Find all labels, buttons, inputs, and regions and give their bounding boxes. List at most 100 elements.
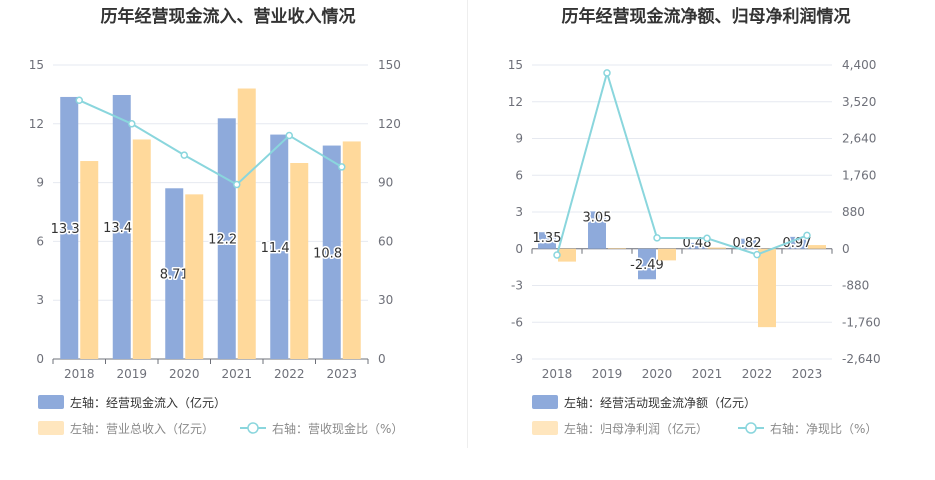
left-axis-tick: 12 [29,117,44,131]
bar-data-label: 8.71 [160,268,189,283]
bar-primary-2021 [217,118,236,359]
x-axis-tick-label: 2022 [742,367,773,381]
legend-swatch-bar-secondary [532,421,558,435]
right-axis-tick: -1,760 [842,315,881,329]
bar-primary-2023 [788,236,806,249]
chart-title: 历年经营现金流净额、归母净利润情况 [562,6,851,27]
chart-title: 历年经营现金流入、营业收入情况 [101,6,356,27]
left-axis-tick: 9 [515,132,523,146]
left-axis-tick: 3 [515,205,523,219]
right-axis-tick: 90 [378,176,393,190]
left-axis-tick: 0 [36,352,44,366]
bar-data-label: 0.97 [783,236,812,251]
bar-primary-2019 [112,94,131,359]
x-axis-tick-label: 2019 [592,367,623,381]
right-axis-tick: 0 [842,242,850,256]
right-axis-tick: 60 [378,234,393,248]
legend-swatch-bar-primary [38,395,64,409]
ratio-point-2022 [753,250,761,259]
right-axis-tick: 2,640 [842,132,876,146]
ratio-line [556,69,808,256]
bar-primary-2020 [165,188,184,359]
bar-secondary-2021 [708,247,726,249]
bar-primary-2022 [270,134,289,359]
bar-data-label: 10.89 [313,246,350,261]
bar-secondary-2020 [185,194,204,359]
left-axis-tick: 6 [36,234,44,248]
left-axis-tick: 15 [508,58,523,72]
legend-label-line: 右轴：营收现金比（%） [272,421,403,436]
ratio-point-2020 [180,151,188,159]
bar-secondary-2018 [558,248,576,262]
ratio-point-2021 [703,234,711,243]
bar-secondary-2023 [808,245,826,249]
legend-label-secondary: 左轴：营业总收入（亿元） [70,421,214,436]
bar-data-label: 3.05 [583,210,612,225]
ratio-point-2018 [75,96,83,105]
ratio-point-2021 [233,180,241,189]
right-axis-tick: 4,400 [842,58,876,72]
bar-data-label: 13.37 [51,222,88,237]
x-axis-tick-label: 2018 [542,367,573,381]
bar-data-label: 1.35 [533,231,562,246]
left-axis-tick: 12 [508,95,523,109]
right-axis-tick: 0 [378,352,386,366]
bar-primary-2018 [60,96,79,359]
left-axis-tick: -9 [511,352,523,366]
bar-secondary-2018 [80,161,99,359]
ratio-point-2018 [553,251,561,259]
ratio-point-2023 [338,163,346,171]
right-axis-tick: 150 [378,58,401,72]
legend: 左轴：经营现金流入（亿元） 左轴：营业总收入（亿元） 右轴：营收现金比（%） [38,395,403,436]
bar-secondary-2022 [758,248,776,328]
right-axis-tick: 3,520 [842,95,876,109]
legend-label-secondary: 左轴：归母净利润（亿元） [564,421,708,436]
ratio-point-2020 [653,234,661,242]
right-axis-tick: 120 [378,117,401,131]
bar-secondary-2019 [608,248,626,249]
ratio-point-2019 [128,120,136,128]
x-axis-tick-label: 2023 [792,367,823,381]
left-axis-tick: 15 [29,58,44,72]
right-axis-tick: 30 [378,293,393,307]
ratio-point-2023 [803,231,811,240]
x-axis-tick-label: 2021 [692,367,723,381]
legend-swatch-bar-primary [532,395,558,409]
bar-primary-2019 [588,211,606,249]
x-axis-tick-label: 2020 [169,367,200,381]
legend-swatch-line-marker [745,422,757,434]
chart-1: 历年经营现金流入、营业收入情况 0 0 3 30 6 60 9 90 12 120 15 150 2018… [29,6,404,436]
x-axis-tick-label: 2021 [221,367,252,381]
bar-data-label: 11.45 [261,241,298,256]
bar-primary-2023 [322,145,341,359]
left-axis-tick: -3 [511,279,523,293]
bar-secondary-2020 [658,248,676,261]
x-axis-tick-label: 2023 [326,367,357,381]
right-axis-tick: -880 [842,279,869,293]
bar-secondary-2022 [290,163,309,359]
legend-label-primary: 左轴：经营现金流入（亿元） [70,395,226,410]
ratio-line [78,99,343,186]
left-axis-tick: 6 [515,168,523,182]
ratio-point-2022 [285,131,293,140]
left-axis-tick: -6 [511,315,523,329]
chart-2: 历年经营现金流净额、归母净利润情况 -9 -2,640 -6 -1,760 -3 -880 0… [508,6,881,436]
bar-primary-2022 [738,238,756,249]
legend: 左轴：经营活动现金流净额（亿元） 左轴：归母净利润（亿元） 右轴：净现比（%） [532,395,877,436]
legend-label-line: 右轴：净现比（%） [770,421,877,436]
left-axis-tick: 3 [36,293,44,307]
ratio-point-2019 [603,69,611,77]
right-axis-tick: -2,640 [842,352,881,366]
bar-secondary-2019 [132,139,151,359]
x-axis-tick-label: 2020 [642,367,673,381]
legend-label-primary: 左轴：经营活动现金流净额（亿元） [564,395,756,410]
x-axis-tick-label: 2019 [116,367,147,381]
right-axis-tick: 1,760 [842,168,876,182]
left-axis-tick: 0 [515,242,523,256]
bar-secondary-2021 [237,88,256,360]
bar-primary-2018 [538,232,556,249]
bar-data-label: -2.49 [630,258,664,273]
bar-primary-2020 [638,248,656,280]
